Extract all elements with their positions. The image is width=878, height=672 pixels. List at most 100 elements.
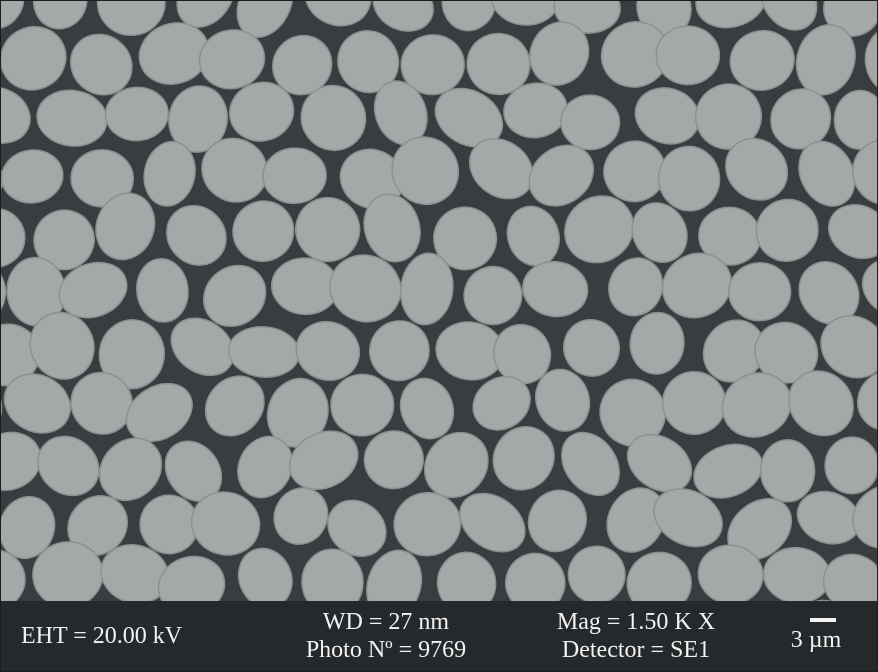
particle	[535, 368, 591, 432]
particle	[143, 140, 196, 207]
eht-cell: EHT = 20.00 kV	[21, 601, 251, 671]
particle	[528, 144, 595, 207]
particle	[1, 25, 67, 91]
particle	[104, 86, 169, 142]
particle	[37, 435, 100, 497]
particle	[798, 140, 856, 207]
particle	[203, 264, 267, 328]
particle	[125, 382, 193, 443]
particle	[1, 549, 26, 601]
particle	[1, 86, 31, 144]
micrograph	[1, 1, 877, 601]
particle	[695, 1, 768, 29]
particle	[527, 489, 587, 553]
particle	[626, 433, 693, 493]
particle	[564, 195, 635, 264]
particle	[58, 261, 128, 319]
particle	[423, 431, 489, 499]
scale-label: 3 µm	[790, 627, 842, 653]
particle	[399, 252, 454, 326]
particle	[729, 29, 795, 91]
particle	[828, 204, 877, 260]
particle	[1, 207, 26, 268]
particle	[1, 495, 56, 560]
particle	[95, 192, 156, 261]
scale-cell: 3 µm	[771, 601, 861, 671]
particle	[433, 206, 498, 271]
particle	[157, 555, 226, 601]
particle	[1, 149, 64, 204]
particle	[198, 29, 266, 90]
particle	[472, 375, 531, 431]
particle	[561, 431, 620, 497]
particle	[856, 370, 877, 431]
particle	[725, 137, 789, 201]
particle	[329, 254, 402, 323]
particle	[655, 25, 721, 86]
particle	[330, 373, 395, 437]
particle	[170, 317, 235, 377]
particle	[204, 375, 265, 437]
particle	[606, 487, 666, 553]
particle	[626, 551, 692, 601]
particle	[301, 548, 364, 601]
particle	[657, 145, 721, 212]
particle	[760, 1, 818, 31]
particles	[1, 1, 877, 601]
particle	[237, 547, 293, 601]
particle	[560, 94, 621, 151]
particle	[820, 315, 877, 379]
particle	[168, 85, 229, 153]
particle	[788, 370, 854, 437]
particle	[728, 262, 792, 322]
particle	[295, 196, 361, 263]
info-bar: EHT = 20.00 kV WD = 27 nm Photo Nº = 976…	[1, 601, 877, 671]
particle	[697, 544, 764, 601]
particle	[824, 436, 877, 495]
particle	[201, 137, 268, 203]
particle	[603, 140, 667, 203]
particle	[327, 499, 387, 558]
photo-number: Photo Nº = 9769	[305, 637, 467, 663]
particle	[32, 1, 88, 30]
working-distance: WD = 27 nm	[322, 609, 450, 635]
particle	[273, 487, 329, 545]
particle	[288, 430, 359, 490]
particle	[466, 32, 531, 96]
particle	[96, 1, 166, 37]
particle	[363, 430, 424, 490]
particle	[190, 491, 261, 556]
particle	[529, 21, 590, 86]
eht-value: EHT = 20.00 kV	[21, 623, 183, 649]
particle	[69, 33, 133, 96]
particle	[653, 488, 723, 548]
particle	[759, 439, 816, 503]
particle	[563, 318, 620, 377]
particle	[237, 435, 294, 499]
particle	[363, 193, 421, 263]
particle	[232, 200, 295, 263]
particle	[434, 87, 504, 148]
particle	[493, 323, 552, 385]
particle	[822, 553, 877, 601]
particle	[693, 443, 763, 499]
particle	[228, 81, 295, 142]
particle	[468, 138, 534, 200]
particle	[1, 1, 25, 30]
particle	[391, 136, 460, 206]
particle	[166, 204, 227, 266]
particle	[852, 484, 877, 550]
particle	[436, 551, 497, 601]
particle	[99, 437, 163, 502]
particle	[366, 549, 423, 601]
particle	[136, 258, 189, 323]
wd-cell: WD = 27 nm Photo Nº = 9769	[271, 601, 501, 671]
detector: Detector = SE1	[561, 637, 711, 663]
particle	[553, 1, 621, 34]
particle	[33, 209, 95, 271]
particle	[369, 320, 430, 382]
particle	[755, 198, 819, 262]
particle	[522, 260, 589, 318]
particle	[505, 552, 566, 601]
